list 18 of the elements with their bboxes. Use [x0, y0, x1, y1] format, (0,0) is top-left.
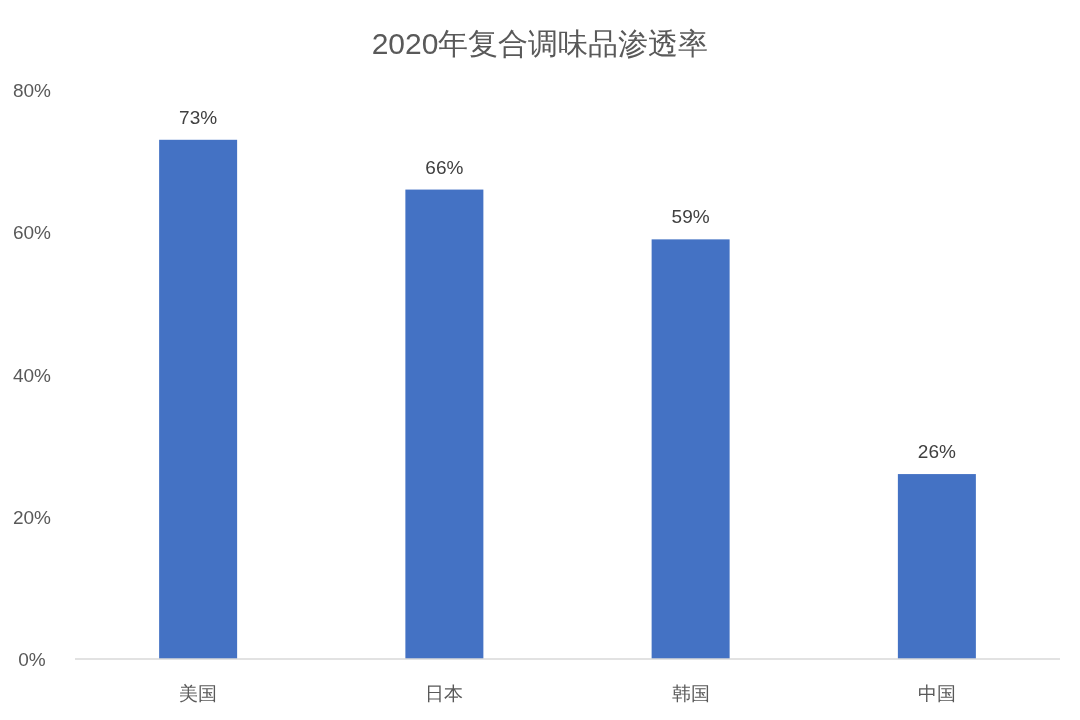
bar [159, 139, 238, 659]
bar [405, 189, 484, 659]
data-label: 73% [179, 106, 218, 128]
bar [897, 474, 976, 659]
chart-title: 2020年复合调味品渗透率 [371, 27, 709, 60]
x-tick-label: 韩国 [671, 683, 710, 704]
x-tick-label: 中国 [917, 683, 956, 704]
y-tick-label: 60% [12, 222, 52, 244]
data-label: 59% [671, 206, 710, 228]
bar [651, 239, 730, 659]
x-tick-label: 日本 [425, 683, 464, 704]
y-tick-label: 40% [12, 364, 52, 386]
data-label: 26% [917, 441, 956, 463]
data-label: 66% [425, 156, 464, 178]
y-tick-label: 80% [12, 80, 52, 101]
y-tick-label: 0% [18, 649, 46, 670]
x-tick-label: 美国 [179, 683, 218, 704]
y-tick-label: 20% [12, 506, 52, 528]
